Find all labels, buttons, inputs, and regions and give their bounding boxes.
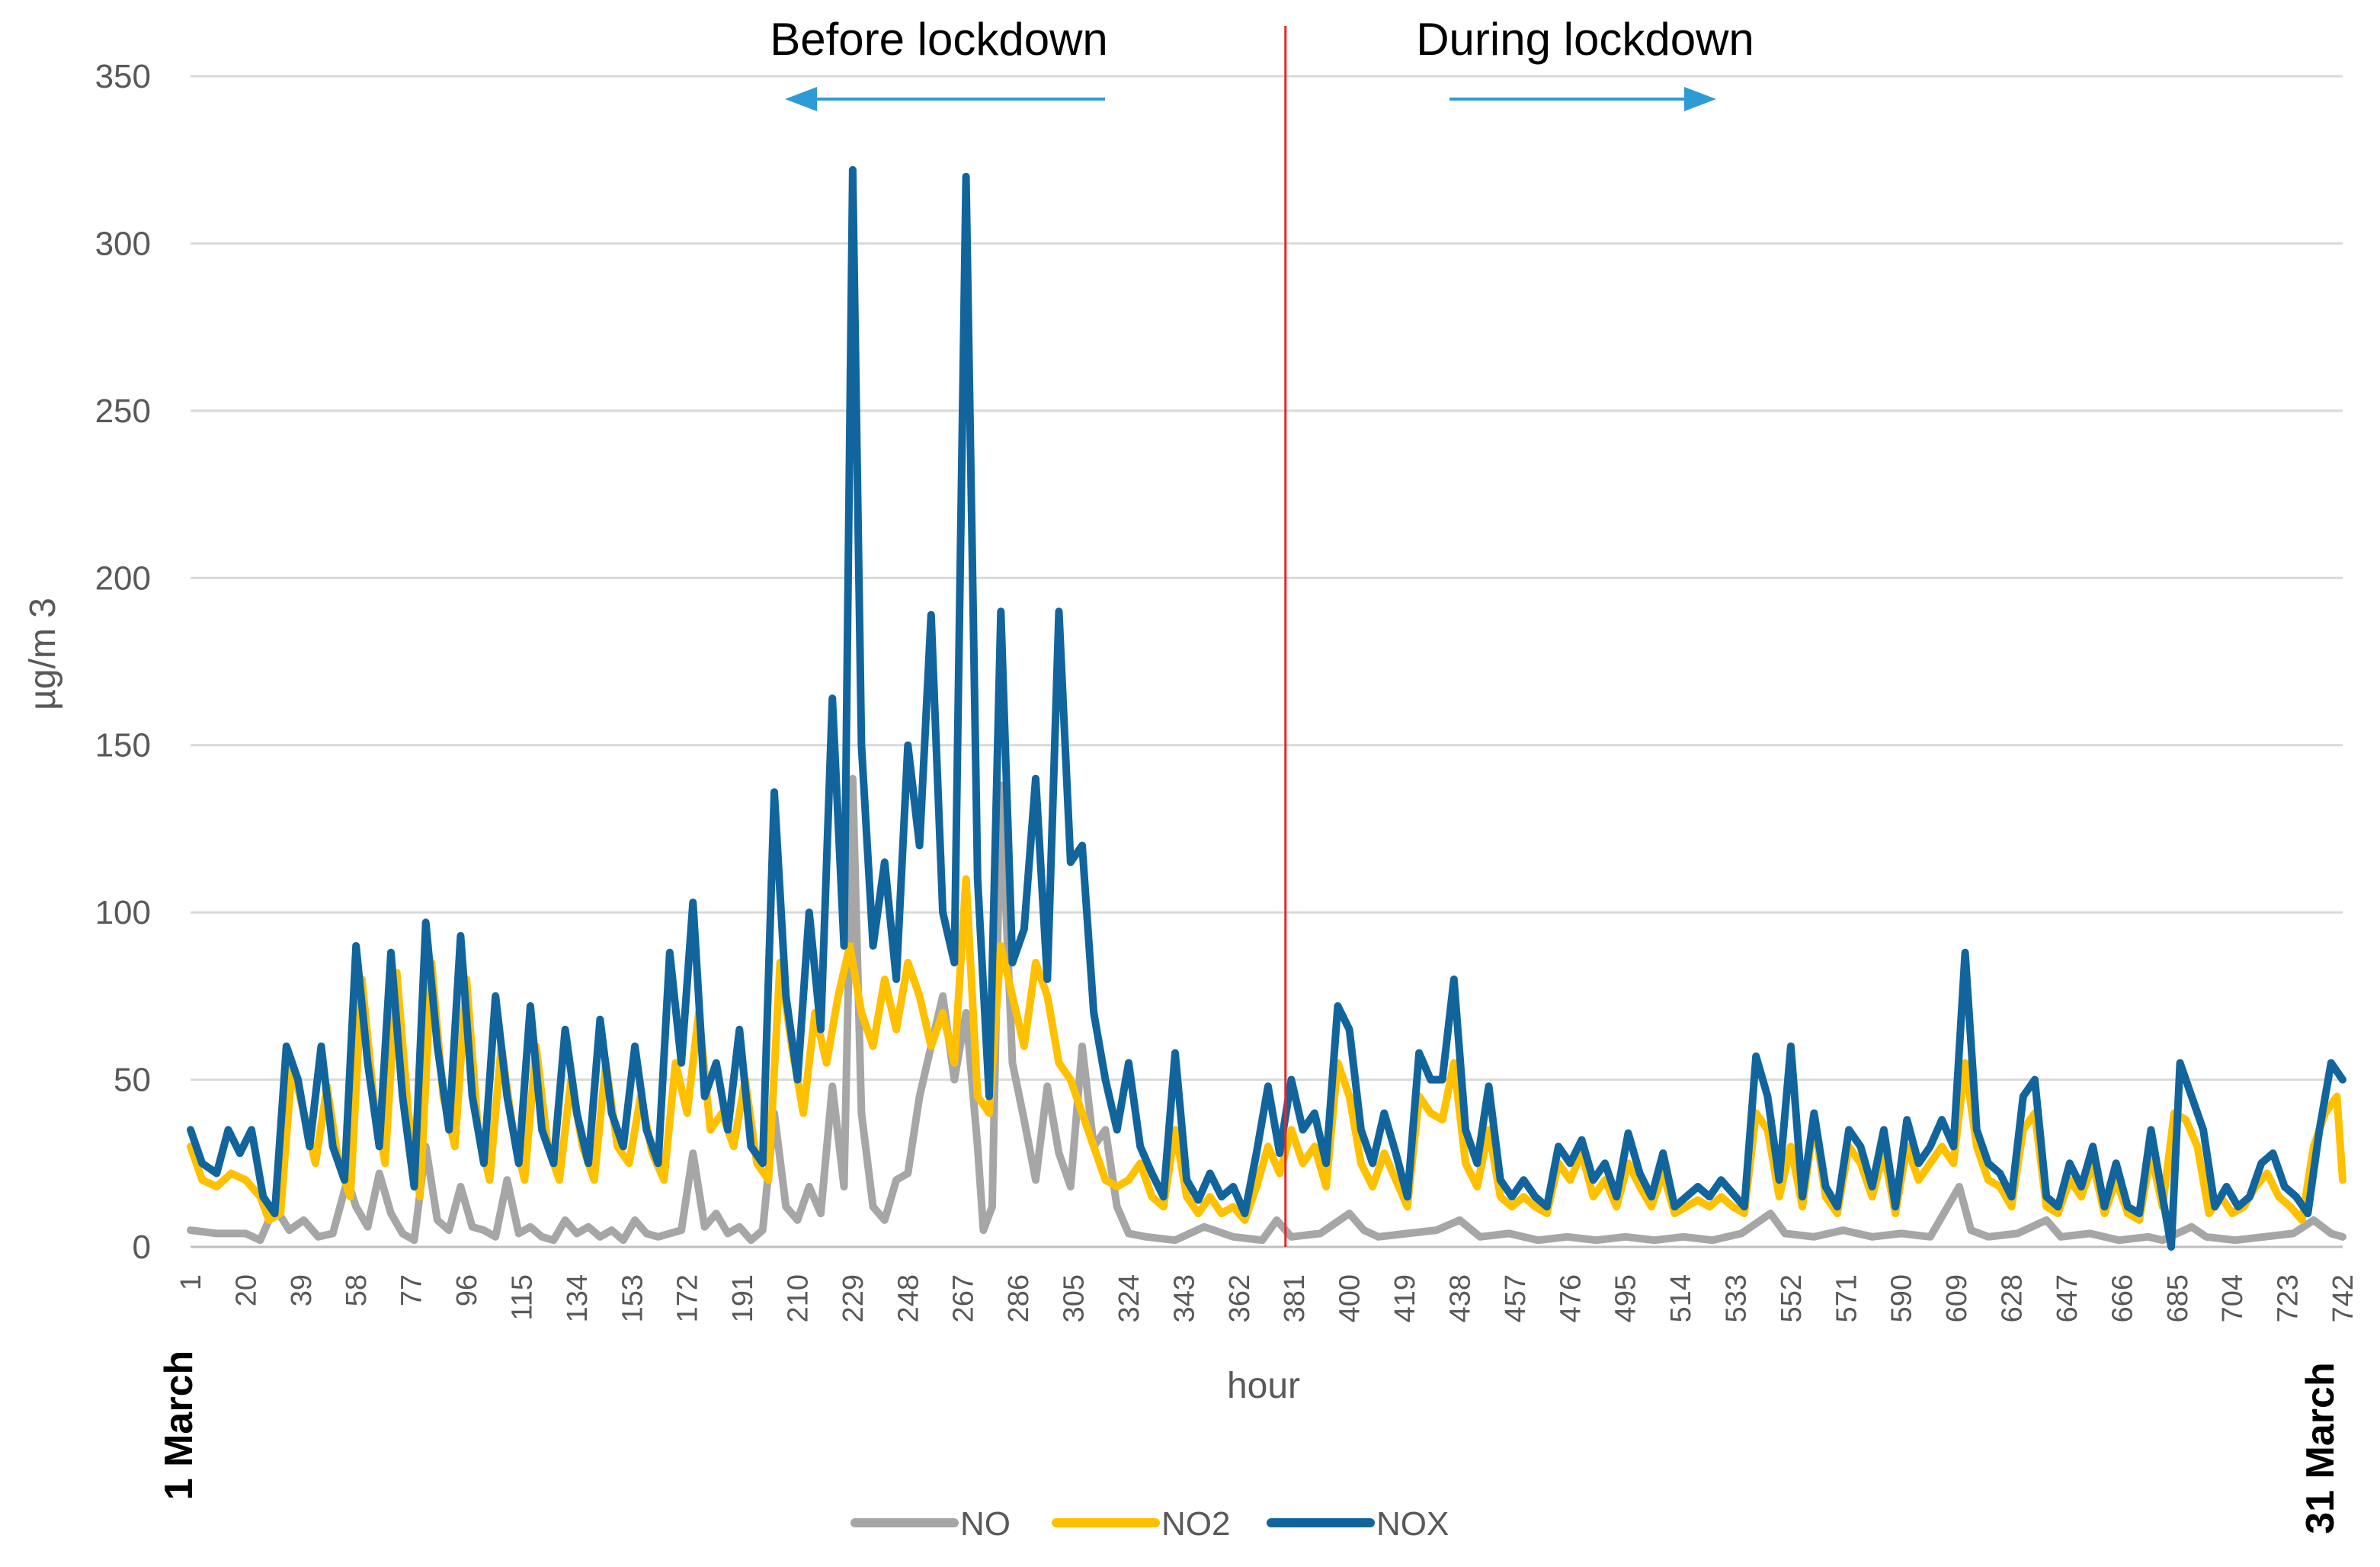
x-tick-label: 400 [1334, 1274, 1366, 1322]
before-lockdown-arrowhead [785, 87, 817, 111]
y-tick-label: 200 [95, 559, 151, 597]
legend: NO NO2 NOX [850, 1505, 1449, 1543]
x-tick-label: 229 [838, 1274, 870, 1322]
y-tick-label: 150 [95, 727, 151, 764]
x-tick-label: 20 [230, 1274, 262, 1306]
x-tick-label: 191 [727, 1274, 759, 1322]
x-tick-label: 210 [783, 1274, 815, 1322]
x-tick-label: 552 [1776, 1274, 1808, 1322]
x-tick-label: 704 [2217, 1274, 2249, 1322]
y-axis-title: µg/m 3 [23, 598, 63, 710]
y-axis-ticks: 0 50 100 150 200 250 300 350 [95, 58, 151, 1266]
x-axis-ticks: 1 20 39 58 77 96 115 134 153 172 191 210 229 248 267 28… [175, 1274, 2359, 1322]
legend-label-no: NO [960, 1505, 1011, 1543]
legend-label-nox: NOX [1376, 1505, 1449, 1543]
y-tick-label: 50 [114, 1062, 151, 1099]
x-tick-label: 248 [892, 1274, 924, 1322]
x-tick-label: 343 [1168, 1274, 1200, 1322]
start-date-label: 1 March [157, 1351, 201, 1501]
during-lockdown-label: During lockdown [1416, 14, 1754, 65]
gridlines [191, 75, 2343, 1248]
x-tick-label: 153 [617, 1274, 649, 1322]
x-tick-label: 419 [1389, 1274, 1421, 1322]
x-tick-label: 514 [1665, 1274, 1697, 1322]
x-tick-label: 628 [1997, 1274, 2029, 1322]
x-tick-label: 324 [1113, 1274, 1145, 1322]
x-tick-label: 172 [672, 1274, 704, 1322]
x-tick-label: 723 [2273, 1274, 2305, 1322]
x-tick-label: 96 [451, 1274, 483, 1306]
lockdown-annotation [785, 26, 1716, 1247]
x-tick-label: 77 [396, 1274, 428, 1306]
x-tick-label: 134 [562, 1274, 594, 1322]
x-tick-label: 742 [2327, 1274, 2359, 1322]
x-tick-label: 476 [1555, 1274, 1587, 1322]
x-tick-label: 609 [1941, 1274, 1973, 1322]
series-line-nox [187, 165, 2346, 1251]
x-tick-label: 1 [175, 1274, 207, 1290]
legend-label-no2: NO2 [1161, 1505, 1230, 1543]
x-tick-label: 457 [1500, 1274, 1532, 1322]
end-date-label: 31 March [2298, 1362, 2343, 1533]
y-tick-label: 0 [133, 1229, 151, 1266]
x-tick-label: 362 [1224, 1274, 1256, 1322]
x-tick-label: 438 [1444, 1274, 1476, 1322]
y-tick-label: 100 [95, 894, 151, 931]
series-line-no2 [187, 875, 2346, 1224]
x-tick-label: 647 [2052, 1274, 2084, 1322]
x-tick-label: 666 [2106, 1274, 2138, 1322]
y-tick-label: 300 [95, 225, 151, 262]
x-tick-label: 533 [1720, 1274, 1752, 1322]
x-axis-title: hour [1227, 1366, 1300, 1406]
x-tick-label: 267 [948, 1274, 980, 1322]
x-tick-label: 571 [1831, 1274, 1863, 1322]
x-tick-label: 286 [1003, 1274, 1035, 1322]
x-tick-label: 58 [341, 1274, 373, 1306]
y-tick-label: 250 [95, 393, 151, 430]
series-lines [187, 165, 2346, 1251]
during-lockdown-arrowhead [1684, 87, 1716, 111]
y-tick-label: 350 [95, 58, 151, 95]
before-lockdown-label: Before lockdown [770, 14, 1108, 65]
x-tick-label: 590 [1886, 1274, 1918, 1322]
x-tick-label: 305 [1059, 1274, 1091, 1322]
series-line-no [187, 774, 2346, 1245]
x-tick-label: 39 [286, 1274, 318, 1306]
x-tick-label: 115 [506, 1274, 538, 1321]
x-tick-label: 495 [1610, 1274, 1642, 1322]
x-tick-label: 685 [2162, 1274, 2194, 1322]
x-tick-label: 381 [1279, 1274, 1311, 1322]
